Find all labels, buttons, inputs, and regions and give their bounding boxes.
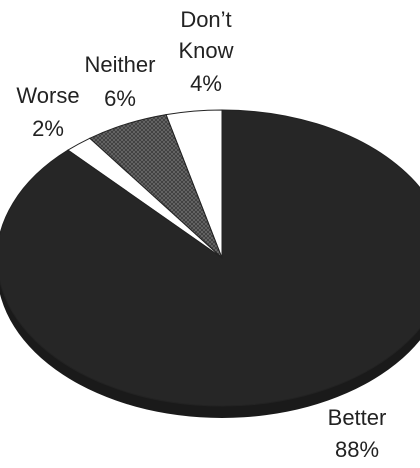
slice-label-worse-pct: 2% [32, 116, 64, 141]
slice-label-neither-pct: 6% [104, 86, 136, 111]
pie-slices [0, 109, 420, 407]
slice-label-dont-know-line2: Know [178, 38, 233, 63]
slice-label-worse: Worse [16, 83, 79, 108]
slice-label-neither: Neither [85, 52, 156, 77]
pie-slice-better [0, 109, 420, 407]
slice-label-dont-know-line1: Don’t [180, 7, 231, 32]
slice-label-dont-know-pct: 4% [190, 71, 222, 96]
slice-label-better: Better [328, 405, 387, 430]
slice-label-better-pct: 88% [335, 437, 379, 462]
